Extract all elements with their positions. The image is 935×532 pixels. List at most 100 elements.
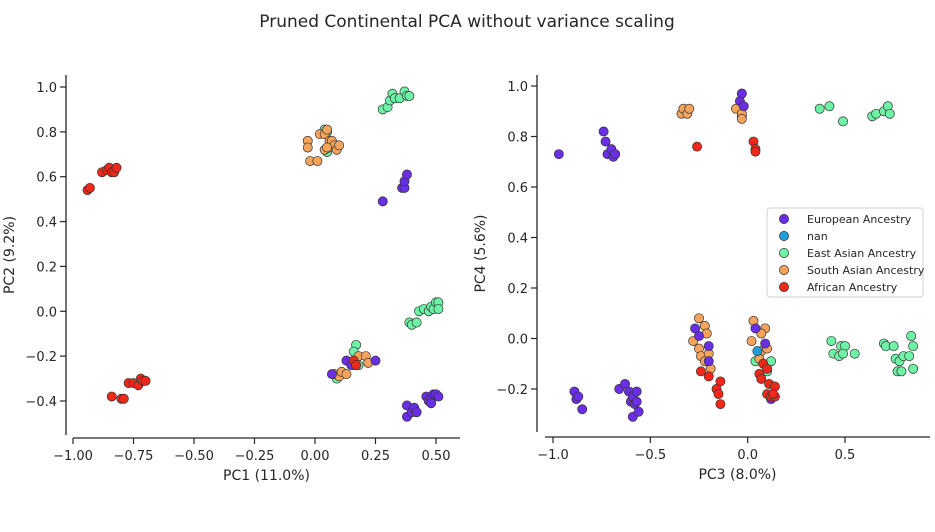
data-point bbox=[118, 393, 129, 404]
y-tick-label: 0.4 bbox=[507, 232, 528, 247]
y-tick-label: −0.2 bbox=[496, 383, 528, 398]
data-point bbox=[824, 101, 835, 112]
y-tick-label: 0.8 bbox=[507, 131, 528, 146]
y-tick-label: 0.0 bbox=[507, 333, 528, 348]
data-point bbox=[140, 375, 151, 386]
legend-marker bbox=[779, 248, 789, 258]
data-point bbox=[341, 369, 352, 380]
y-axis-label: PC4 (5.6%) bbox=[473, 214, 489, 292]
data-point bbox=[906, 331, 917, 341]
data-point bbox=[713, 389, 724, 399]
data-point bbox=[692, 141, 703, 152]
data-point bbox=[610, 149, 621, 160]
data-point bbox=[756, 373, 767, 384]
data-point bbox=[433, 304, 444, 314]
data-point bbox=[752, 346, 763, 357]
data-point bbox=[84, 182, 95, 193]
y-tick-label: 0.2 bbox=[36, 260, 57, 275]
data-point bbox=[695, 366, 706, 377]
data-point bbox=[814, 103, 825, 114]
data-point bbox=[402, 169, 412, 180]
data-point bbox=[106, 391, 117, 402]
y-tick-label: 1.0 bbox=[507, 80, 528, 95]
x-tick-label: 0.00 bbox=[301, 449, 330, 464]
data-point bbox=[633, 406, 644, 417]
data-point bbox=[302, 142, 313, 153]
data-point bbox=[631, 386, 642, 397]
data-point bbox=[715, 376, 726, 387]
data-point bbox=[736, 88, 747, 99]
data-point bbox=[884, 108, 895, 119]
data-point bbox=[768, 389, 778, 399]
legend-frame bbox=[766, 207, 924, 298]
data-point bbox=[312, 156, 323, 166]
x-tick-label: −0.25 bbox=[235, 449, 275, 464]
data-point bbox=[600, 136, 611, 147]
data-point bbox=[908, 363, 919, 374]
data-point bbox=[631, 396, 642, 407]
data-point bbox=[736, 113, 747, 124]
x-axis-label: PC3 (8.0%) bbox=[698, 467, 776, 483]
series-east-asian-ancestry bbox=[319, 86, 444, 384]
y-tick-label: −0.4 bbox=[25, 395, 57, 410]
data-point bbox=[573, 391, 584, 402]
data-point bbox=[598, 126, 609, 137]
series-east-asian-ancestry bbox=[736, 101, 919, 377]
data-point bbox=[738, 101, 749, 112]
data-point bbox=[111, 162, 122, 173]
x-tick-label: −0.5 bbox=[635, 448, 667, 463]
data-point bbox=[411, 317, 422, 328]
y-tick-label: 0.0 bbox=[36, 305, 57, 320]
legend-marker bbox=[779, 282, 789, 292]
data-point bbox=[908, 341, 919, 352]
x-tick-label: −1.00 bbox=[53, 449, 93, 464]
data-point bbox=[684, 103, 695, 114]
data-point bbox=[849, 348, 860, 359]
data-point bbox=[762, 363, 773, 374]
legend-label: African Ancestry bbox=[807, 281, 898, 294]
figure-title: Pruned Continental PCA without variance … bbox=[259, 12, 675, 32]
data-point bbox=[750, 146, 761, 157]
legend-marker bbox=[779, 214, 789, 224]
data-point bbox=[322, 142, 333, 153]
data-point bbox=[553, 149, 564, 160]
data-point bbox=[326, 369, 337, 380]
legend-marker bbox=[779, 265, 789, 275]
series-african-ancestry bbox=[692, 136, 780, 410]
data-point bbox=[694, 331, 704, 341]
y-tick-label: 0.8 bbox=[36, 126, 57, 141]
data-point bbox=[694, 313, 704, 324]
data-point bbox=[904, 351, 915, 362]
x-tick-label: 0.5 bbox=[835, 448, 856, 463]
series-european-ancestry bbox=[553, 88, 776, 422]
data-point bbox=[703, 371, 714, 382]
data-point bbox=[377, 196, 388, 207]
y-tick-label: 0.2 bbox=[507, 282, 528, 297]
data-point bbox=[896, 366, 907, 377]
data-point bbox=[322, 124, 333, 135]
data-point bbox=[404, 91, 415, 101]
series-african-ancestry bbox=[82, 162, 362, 404]
data-point bbox=[715, 399, 726, 410]
x-tick-label: −0.50 bbox=[174, 449, 214, 464]
x-axis-label: PC1 (11.0%) bbox=[223, 468, 310, 484]
legend-label: South Asian Ancestry bbox=[807, 264, 925, 277]
data-point bbox=[351, 360, 362, 371]
data-point bbox=[750, 323, 761, 334]
data-point bbox=[760, 338, 771, 349]
y-tick-label: 0.6 bbox=[36, 171, 57, 186]
data-point bbox=[334, 140, 345, 151]
data-point bbox=[370, 355, 381, 366]
y-tick-label: −0.2 bbox=[25, 350, 57, 365]
data-point bbox=[888, 341, 899, 352]
x-tick-label: −0.75 bbox=[114, 449, 154, 464]
legend: European Ancestry nan East Asian Ancestry S… bbox=[766, 207, 925, 298]
series-south-asian-ancestry bbox=[302, 124, 374, 382]
y-axis-label: PC2 (9.2%) bbox=[2, 216, 18, 294]
data-point bbox=[826, 336, 837, 346]
y-tick-label: 0.6 bbox=[507, 181, 528, 196]
data-point bbox=[703, 356, 714, 367]
data-point bbox=[746, 336, 757, 346]
x-tick-label: 0.0 bbox=[737, 448, 758, 463]
